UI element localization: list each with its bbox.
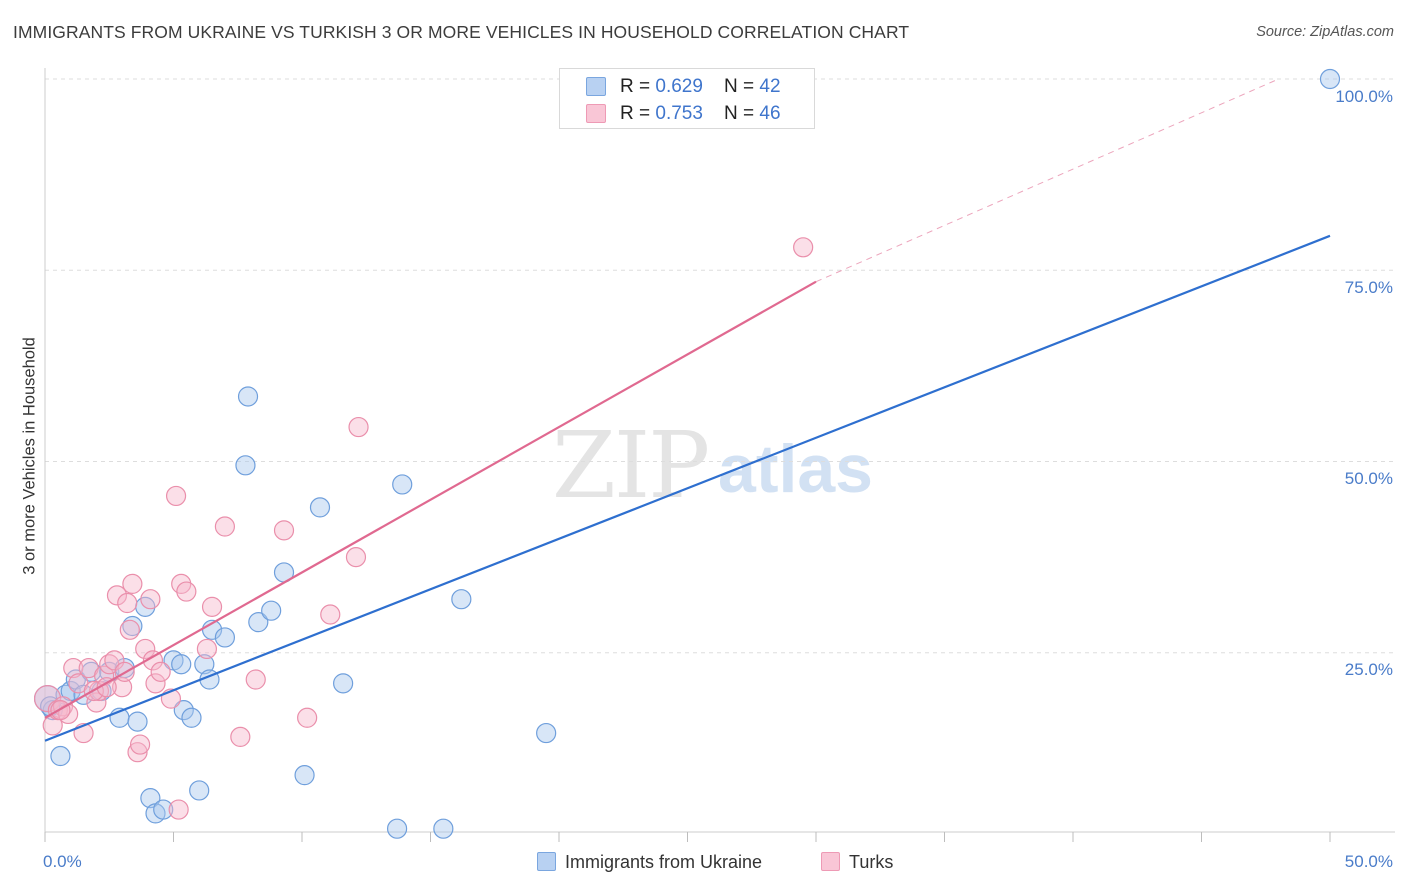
point-ukraine <box>50 745 71 767</box>
point-turks <box>142 650 164 671</box>
point-turks <box>140 589 161 610</box>
point-turks <box>135 638 156 660</box>
legend-swatch-turks <box>586 104 606 123</box>
point-turks <box>165 485 187 507</box>
bottom-legend-label-ukraine: Immigrants from Ukraine <box>565 852 763 872</box>
point-ukraine <box>127 711 148 732</box>
point-turks <box>129 734 151 755</box>
bottom-legend-label-turks: Turks <box>849 852 894 872</box>
y-tick-label-50: 50.0% <box>1344 469 1393 488</box>
point-ukraine <box>237 386 259 407</box>
point-ukraine <box>261 600 282 621</box>
point-ukraine <box>536 722 557 744</box>
legend-r-value: 0.753 <box>655 103 703 124</box>
point-ukraine <box>333 673 354 694</box>
bottom-legend-swatch-turks <box>821 852 840 871</box>
x-tick-label-min: 0.0% <box>43 852 82 871</box>
point-turks <box>168 799 189 820</box>
point-turks <box>273 520 295 541</box>
point-ukraine <box>433 818 454 839</box>
legend-n-label: N = <box>724 103 760 124</box>
point-ukraine <box>392 474 413 495</box>
point-turks <box>345 547 367 568</box>
point-ukraine <box>1319 68 1341 90</box>
x-tick-label-max: 50.0% <box>1344 852 1393 871</box>
point-ukraine <box>122 615 143 637</box>
y-tick-label-100: 100.0% <box>1335 87 1393 106</box>
point-ukraine <box>194 654 215 675</box>
bottom-legend-turks: Turks <box>821 852 893 873</box>
y-axis-label: 3 or more Vehicles in Household <box>20 337 39 575</box>
point-ukraine <box>294 765 315 786</box>
watermark-atlas: atlas <box>718 431 873 507</box>
point-turks <box>106 585 128 606</box>
point-ukraine <box>140 787 161 809</box>
correlation-legend: R = 0.629 N = 42 R = 0.753 N = 46 <box>559 68 815 129</box>
point-ukraine <box>235 455 256 476</box>
legend-n-label: N = <box>724 76 760 97</box>
source-label: Source: ZipAtlas.com <box>1256 24 1394 40</box>
point-turks <box>297 707 318 728</box>
trendline-ukraine <box>44 234 1331 742</box>
watermark-zip: ZIP <box>552 412 710 519</box>
point-turks <box>348 416 369 438</box>
trendline-turks <box>44 280 817 719</box>
legend-swatch-ukraine <box>586 77 606 96</box>
point-turks <box>145 673 166 694</box>
point-turks <box>150 661 171 682</box>
point-turks <box>63 657 84 679</box>
point-turks <box>320 604 341 625</box>
point-ukraine <box>214 627 235 648</box>
legend-r-label: R = <box>620 76 656 97</box>
legend-r-value: 0.629 <box>655 76 703 97</box>
legend-r-label: R = <box>620 103 656 124</box>
point-turks <box>196 638 218 660</box>
point-turks <box>127 742 148 763</box>
bottom-legend-ukraine: Immigrants from Ukraine <box>537 852 762 873</box>
chart-title: IMMIGRANTS FROM UKRAINE VS TURKISH 3 OR … <box>13 22 910 42</box>
point-turks <box>230 726 251 748</box>
y-tick-label-75: 75.0% <box>1344 278 1393 297</box>
trendline-turks-extension <box>815 78 1279 283</box>
bottom-legend-swatch-ukraine <box>537 852 556 871</box>
point-turks <box>793 237 814 258</box>
point-turks <box>122 573 143 595</box>
point-ukraine <box>171 654 192 675</box>
point-turks <box>119 619 140 640</box>
legend-n-value: 46 <box>759 103 781 124</box>
point-ukraine <box>173 700 194 721</box>
legend-n-value: 42 <box>759 76 781 97</box>
point-turks <box>201 596 223 617</box>
point-turks <box>104 650 125 671</box>
point-turks <box>245 669 266 690</box>
point-ukraine <box>189 780 210 801</box>
point-turks <box>111 677 133 698</box>
y-tick-label-25: 25.0% <box>1344 660 1393 679</box>
point-turks <box>214 516 235 537</box>
point-ukraine <box>181 707 202 728</box>
point-ukraine <box>309 497 331 518</box>
point-turks <box>117 592 138 614</box>
point-ukraine <box>386 818 408 839</box>
point-ukraine <box>451 589 472 610</box>
point-ukraine <box>248 612 269 633</box>
point-turks <box>176 581 197 602</box>
point-ukraine <box>153 799 174 820</box>
